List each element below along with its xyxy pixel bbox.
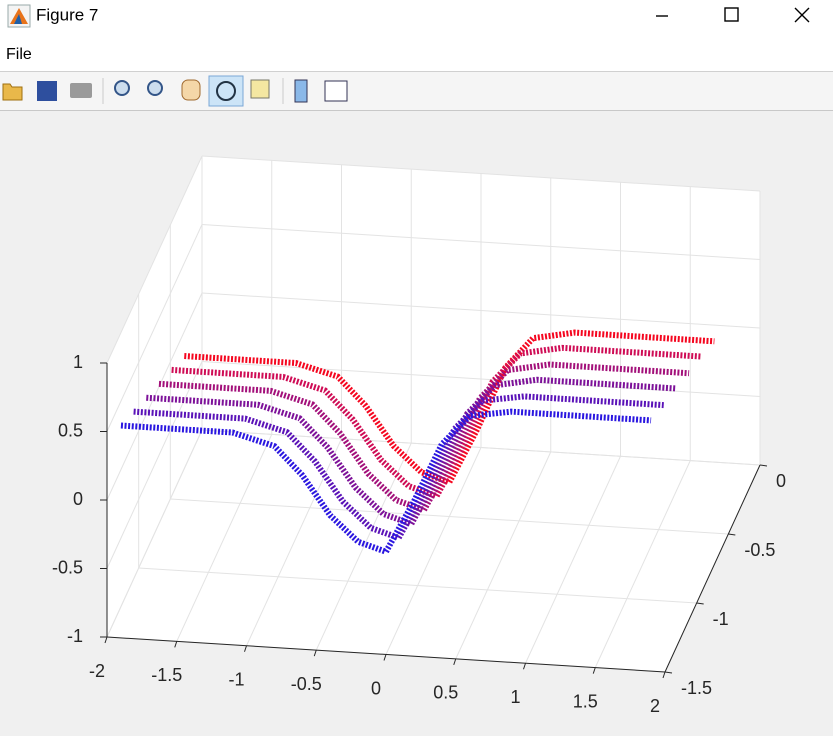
grid-line — [201, 429, 761, 466]
point-curve — [184, 329, 715, 486]
y-tick-label: -0.5 — [744, 540, 775, 560]
grid-line — [201, 155, 761, 192]
y-tick — [696, 602, 704, 605]
grid-line — [246, 438, 342, 646]
pan-button[interactable] — [181, 79, 201, 101]
zoom-out-button[interactable] — [147, 80, 163, 96]
zoom-in-button[interactable] — [114, 80, 130, 96]
window-title: Figure 7 — [36, 5, 98, 24]
menu-file[interactable]: File — [6, 46, 32, 63]
point-curve — [120, 408, 652, 556]
close-button[interactable] — [794, 7, 810, 23]
toolbar-buttons — [2, 75, 348, 107]
x-tick-label: 0.5 — [433, 683, 458, 703]
point-curve — [171, 344, 702, 500]
grid-line — [201, 292, 761, 329]
x-tick-label: 2 — [650, 696, 660, 716]
y-tick — [664, 671, 673, 674]
menu-bar — [0, 36, 833, 71]
x-tick — [383, 654, 387, 661]
legend-button[interactable] — [324, 80, 348, 102]
x-tick-label: -2 — [89, 661, 105, 681]
grid-line — [106, 361, 203, 569]
z-tick-label: 1 — [73, 352, 83, 372]
x-tick — [104, 636, 108, 644]
x-tick — [174, 641, 178, 648]
x-tick-label: -1 — [228, 670, 244, 690]
y-tick-label: -1 — [713, 609, 729, 629]
y-axis-line — [664, 464, 761, 673]
rotate-button[interactable] — [208, 75, 244, 107]
grid-line — [170, 498, 729, 535]
grid-line — [455, 451, 552, 660]
x-tick-label: -0.5 — [291, 674, 322, 694]
x-tick — [523, 663, 526, 670]
app-icon — [7, 4, 31, 28]
grid-line — [385, 447, 482, 655]
x-tick — [313, 649, 317, 657]
x-tick — [244, 645, 247, 652]
datatip-button[interactable] — [250, 79, 270, 99]
save-button[interactable] — [37, 81, 57, 101]
print-button[interactable] — [70, 83, 92, 98]
grid-line — [106, 224, 203, 432]
x-tick — [453, 658, 457, 666]
y-tick-label: -1.5 — [681, 678, 712, 698]
toolbar — [0, 72, 833, 110]
grid-line — [201, 224, 761, 260]
title-bar — [0, 0, 833, 36]
y-tick — [759, 464, 768, 467]
z-tick-label: -0.5 — [52, 557, 83, 577]
y-tick — [728, 533, 736, 536]
point-curve — [133, 393, 664, 542]
x-tick-label: -1.5 — [151, 665, 182, 685]
maximize-button[interactable] — [724, 7, 739, 22]
point-curve — [146, 376, 677, 528]
grid-line — [176, 434, 273, 642]
grid-line — [106, 155, 203, 364]
x-tick-label: 0 — [371, 678, 381, 698]
point-curve — [158, 361, 690, 514]
x-tick-label: 1 — [510, 687, 520, 707]
grid-line — [138, 567, 697, 604]
axes: -2 -1.5 -1 -0.5 0 0.5 1 1.5 2 -1.5 -1 -0.5 0 -1 -0.5 0 0… — [52, 155, 786, 716]
z-tick-label: 0.5 — [58, 420, 83, 440]
z-tick-label: 0 — [73, 489, 83, 509]
colorbar-button[interactable] — [294, 79, 308, 103]
y-tick-label: 0 — [776, 471, 786, 491]
grid-line — [594, 460, 691, 668]
grid-line — [106, 429, 203, 638]
x-tick-label: 1.5 — [573, 691, 598, 711]
x-tick — [592, 667, 596, 674]
grid-line — [525, 456, 621, 664]
x-tick — [662, 671, 666, 679]
open-button[interactable] — [2, 83, 23, 101]
z-tick-label: -1 — [67, 626, 83, 646]
